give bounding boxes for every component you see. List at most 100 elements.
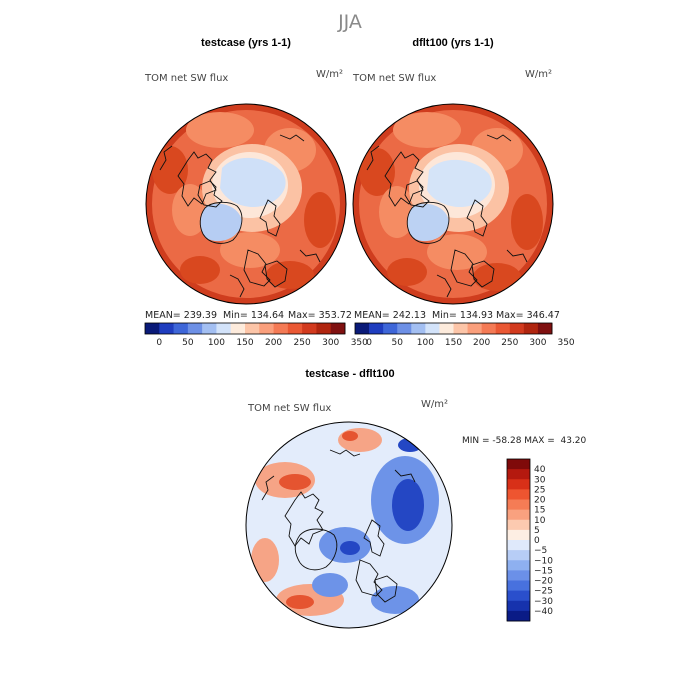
colorbar-swatch	[145, 323, 160, 334]
colorbar-tick-label: 100	[417, 338, 434, 348]
colorbar-swatch	[507, 590, 530, 602]
colorbar-swatch	[411, 323, 426, 334]
colorbar-tick-label: 0	[156, 338, 162, 348]
colorbar-swatch	[425, 323, 440, 334]
colorbar-dflt100: 0 50 100 150 200 250 300 350	[354, 322, 575, 348]
colorbar-swatch	[316, 323, 332, 334]
coastlines	[366, 134, 528, 298]
map-border	[145, 103, 347, 305]
colorbar-swatch	[383, 323, 398, 334]
colorbar-swatch	[507, 540, 530, 551]
map-polar-ice-low-flux	[220, 157, 286, 208]
colorbar-swatch	[509, 323, 525, 334]
colorbar-tick-label: 25	[534, 485, 545, 495]
colorbar-swatch	[287, 323, 303, 334]
colorbar-tick-label: 150	[445, 338, 462, 348]
panel-difference: testcase - dflt100 TOM net SW flux W/m² …	[245, 368, 587, 629]
stat-min-dflt100: Min= 134.93	[432, 310, 493, 321]
colorbar-tick-label: −25	[534, 587, 553, 597]
colorbar-swatch	[467, 323, 483, 334]
coastlines	[261, 449, 416, 603]
variable-label-testcase: TOM net SW flux	[144, 73, 228, 84]
stat-max-testcase: Max= 353.72	[288, 310, 352, 321]
stat-max-dflt100: Max= 346.47	[496, 310, 560, 321]
map-greenland-low-flux	[407, 203, 449, 242]
panel-title-testcase: testcase (yrs 1-1)	[201, 37, 291, 49]
colorbar-tick-label: 50	[391, 338, 403, 348]
colorbar-tick-label: 350	[557, 338, 574, 348]
colorbar-swatch	[202, 323, 217, 334]
colorbar-swatch	[259, 323, 274, 334]
colorbar-swatch	[507, 580, 530, 592]
colorbar-swatch	[507, 479, 530, 490]
stat-min-testcase: Min= 134.64	[223, 310, 284, 321]
colorbar-swatch	[507, 459, 530, 470]
colorbar-tick-label: 300	[529, 338, 546, 348]
colorbar-tick-label: 200	[265, 338, 282, 348]
panel-testcase: testcase (yrs 1-1) TOM net SW flux W/m²	[144, 37, 368, 348]
polar-map-testcase	[145, 103, 347, 305]
map-polar-ice-low-flux	[427, 159, 492, 208]
colorbar-swatch	[453, 323, 468, 334]
colorbar-tick-label: 10	[534, 516, 546, 526]
colorbar-swatch	[230, 323, 246, 334]
stat-minmax-difference: MIN = -58.28 MAX = 43.20	[462, 436, 587, 446]
colorbar-swatch	[439, 323, 454, 334]
colorbar-swatch	[245, 323, 260, 334]
units-label-dflt100: W/m²	[525, 69, 552, 80]
coastlines	[159, 134, 321, 298]
colorbar-tick-label: 0	[534, 536, 540, 546]
colorbar-tick-label: −5	[534, 546, 547, 556]
colorbar-swatch	[159, 323, 174, 334]
colorbar-swatch	[481, 323, 497, 334]
colorbar-swatch	[507, 499, 530, 511]
colorbar-swatch	[173, 323, 189, 334]
page-title: JJA	[337, 11, 362, 33]
colorbar-swatch	[507, 610, 530, 622]
colorbar-swatch	[507, 550, 530, 561]
panel-title-dflt100: dflt100 (yrs 1-1)	[412, 37, 494, 49]
units-label-testcase: W/m²	[316, 69, 343, 80]
colorbar-swatch	[369, 323, 384, 334]
stat-mean-testcase: MEAN= 239.39	[145, 310, 217, 321]
colorbar-swatch	[507, 469, 530, 480]
colorbar-swatch	[507, 600, 530, 612]
colorbar-tick-label: −15	[534, 566, 553, 576]
variable-label-dflt100: TOM net SW flux	[352, 73, 436, 84]
colorbar-tick-label: 40	[534, 465, 546, 475]
colorbar-tick-label: −30	[534, 597, 553, 607]
colorbar-swatch	[507, 529, 530, 541]
colorbar-tick-label: 20	[534, 496, 546, 506]
colorbar-tick-label: 30	[534, 475, 546, 485]
colorbar-tick-label: 350	[351, 338, 368, 348]
colorbar-tick-label: 15	[534, 506, 545, 516]
colorbar-swatch	[507, 489, 530, 500]
panel-dflt100: dflt100 (yrs 1-1) TOM net SW flux W/m²	[352, 37, 575, 348]
map-warm-patches	[359, 148, 543, 291]
colorbar-tick-label: −20	[534, 577, 553, 587]
colorbar-swatch	[273, 323, 289, 334]
colorbar-tick-label: 250	[294, 338, 311, 348]
polar-map-difference	[245, 421, 453, 629]
colorbar-tick-label: −10	[534, 556, 553, 566]
colorbar-frame	[506, 458, 531, 622]
map-strong-negative-patches	[340, 438, 424, 555]
colorbar-swatch	[397, 323, 412, 334]
colorbar-tick-label: 250	[501, 338, 518, 348]
colorbar-swatch	[355, 323, 370, 334]
colorbar-tick-label: 5	[534, 526, 540, 536]
colorbar-tick-label: −40	[534, 607, 553, 617]
colorbar-swatch	[507, 519, 530, 531]
colorbar-swatch	[507, 570, 530, 581]
variable-label-difference: TOM net SW flux	[247, 403, 331, 414]
colorbar-swatch	[537, 323, 553, 334]
colorbar-testcase: 0 50 100 150 200 250 300 350	[144, 322, 368, 348]
colorbar-swatch	[507, 509, 530, 521]
colorbar-swatch	[302, 323, 317, 334]
colorbar-tick-label: 100	[208, 338, 225, 348]
colorbar-swatch	[523, 323, 539, 334]
map-greenland-low-flux	[200, 203, 242, 242]
colorbar-frame	[144, 322, 346, 335]
